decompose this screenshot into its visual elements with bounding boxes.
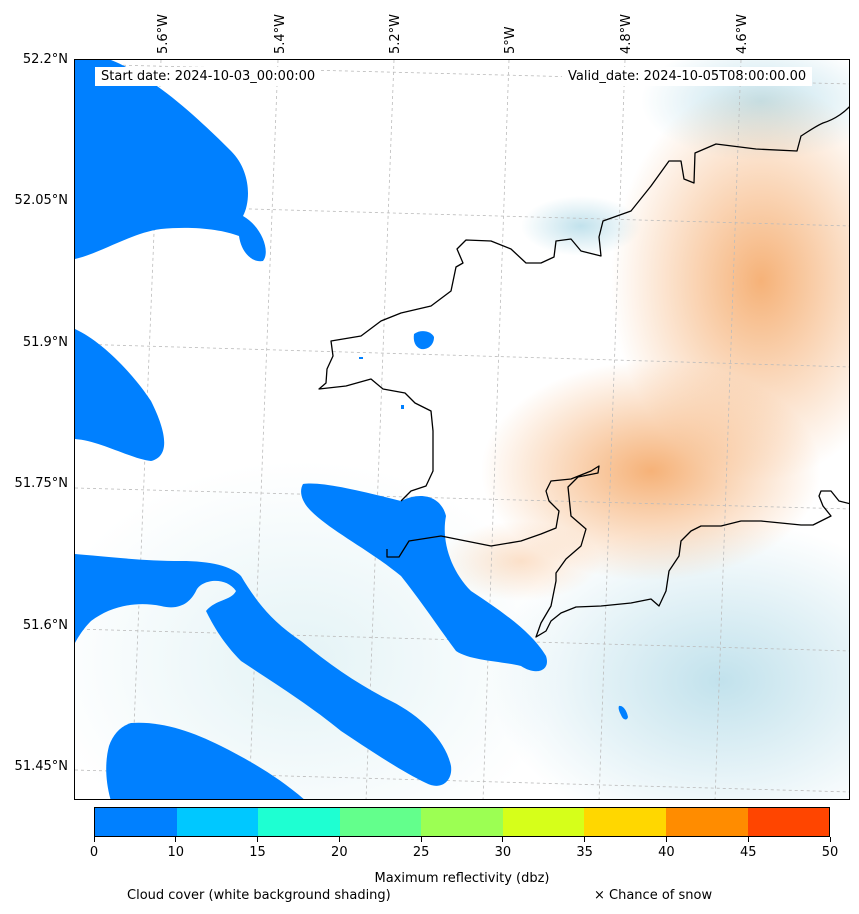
colorbar-tick-mark bbox=[747, 837, 749, 842]
reflectivity-band-southwest bbox=[75, 554, 452, 786]
lat-label-51-9n: 51.9°N bbox=[22, 335, 68, 350]
coastline-south bbox=[386, 465, 849, 638]
colorbar-tick-label: 20 bbox=[331, 845, 348, 860]
colorbar-segment bbox=[95, 808, 177, 836]
coastline-north bbox=[318, 106, 849, 502]
colorbar-segment bbox=[502, 808, 585, 836]
colorbar-segment bbox=[258, 808, 340, 836]
colorbar-tick-label: 50 bbox=[821, 845, 839, 860]
reflectivity-bands bbox=[75, 60, 628, 799]
lon-label-5-2w: 5.2°W bbox=[388, 13, 403, 54]
snow-chance-legend: × Chance of snow bbox=[594, 888, 713, 903]
lat-label-51-45n: 51.45°N bbox=[14, 759, 68, 774]
colorbar-title: Maximum reflectivity (dbz) bbox=[374, 871, 550, 886]
colorbar-segment bbox=[584, 808, 666, 836]
colorbar-tick-label: 25 bbox=[412, 845, 430, 860]
colorbar-tick-mark bbox=[584, 837, 586, 842]
colorbar-tick-mark bbox=[93, 837, 95, 842]
cloud-cover-legend: Cloud cover (white background shading) bbox=[127, 888, 391, 903]
colorbar-tick-mark bbox=[175, 837, 177, 842]
colorbar-segment bbox=[421, 808, 503, 836]
colorbar-segment bbox=[747, 808, 830, 836]
colorbar-tick-label: 0 bbox=[89, 845, 99, 860]
colorbar-tick-mark bbox=[338, 837, 340, 842]
colorbar-tick-mark bbox=[420, 837, 422, 842]
map-gridlines bbox=[75, 60, 849, 799]
map-panel bbox=[74, 59, 850, 800]
colorbar-tick-label: 40 bbox=[658, 845, 675, 860]
start-date-label: Start date: 2024-10-03_00:00:00 bbox=[95, 67, 322, 86]
lon-label-5-6w: 5.6°W bbox=[156, 13, 171, 54]
colorbar-tick-mark bbox=[829, 837, 831, 842]
colorbar-tick-mark bbox=[665, 837, 667, 842]
colorbar-segment bbox=[176, 808, 259, 836]
lat-label-52-05n: 52.05°N bbox=[14, 193, 68, 208]
lat-label-52-2n: 52.2°N bbox=[22, 52, 68, 67]
colorbar-segment bbox=[665, 808, 748, 836]
lat-label-51-6n: 51.6°N bbox=[22, 618, 68, 633]
colorbar-segment bbox=[339, 808, 422, 836]
lon-label-4-8w: 4.8°W bbox=[619, 13, 634, 54]
colorbar-tick-mark bbox=[257, 837, 259, 842]
colorbar-tick-mark bbox=[502, 837, 504, 842]
lon-label-5-4w: 5.4°W bbox=[273, 13, 288, 54]
reflectivity-band-west bbox=[75, 329, 165, 461]
reflectivity-cell-tiny-south bbox=[618, 705, 628, 720]
colorbar-tick-label: 30 bbox=[494, 845, 512, 860]
colorbar-tick-label: 45 bbox=[739, 845, 757, 860]
valid-date-label: Valid_date: 2024-10-05T08:00:00.00 bbox=[562, 67, 813, 86]
coastline bbox=[318, 106, 849, 638]
map-canvas bbox=[75, 60, 849, 799]
lat-label-51-75n: 51.75°N bbox=[14, 476, 68, 491]
lon-label-5w: 5°W bbox=[503, 26, 518, 54]
reflectivity-cell-small bbox=[413, 331, 434, 350]
lon-label-4-6w: 4.6°W bbox=[735, 13, 750, 54]
reflectivity-colorbar bbox=[94, 807, 830, 837]
reflectivity-band-south bbox=[106, 722, 304, 799]
colorbar-tick-label: 35 bbox=[576, 845, 593, 860]
reflectivity-band-central bbox=[301, 483, 547, 672]
colorbar-tick-label: 15 bbox=[249, 845, 266, 860]
reflectivity-band-northwest bbox=[75, 60, 266, 262]
colorbar-tick-label: 10 bbox=[167, 845, 185, 860]
